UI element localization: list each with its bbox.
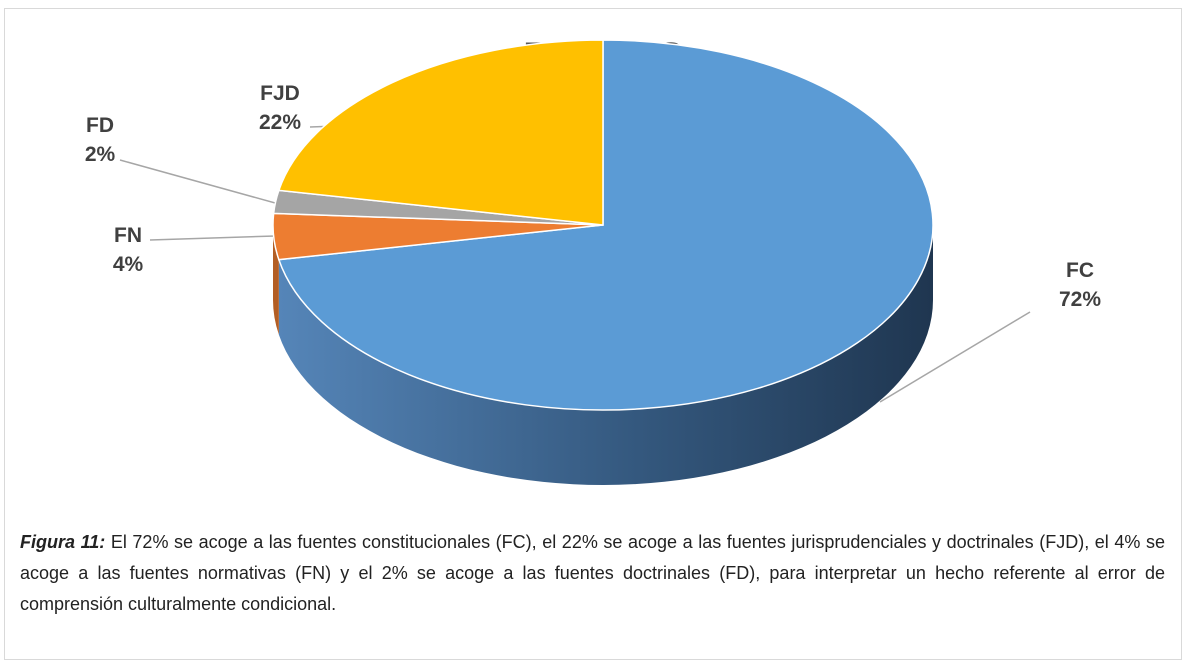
slice-label: FD	[86, 114, 114, 137]
caption: Figura 11: El 72% se acoge a las fuentes…	[20, 527, 1165, 620]
leader-line	[879, 311, 1031, 403]
slice-value: 72%	[1059, 288, 1101, 311]
slice	[277, 39, 934, 411]
slice-value: 4%	[113, 253, 144, 276]
slice-label: FN	[114, 224, 142, 247]
caption-text: El 72% se acoge a las fuentes constituci…	[20, 532, 1165, 614]
slice-side	[273, 225, 279, 335]
slice-value: 22%	[259, 111, 301, 134]
slice-label: FC	[1066, 259, 1094, 282]
slice-side	[278, 225, 933, 485]
leader-line	[149, 235, 276, 241]
frame	[4, 8, 1182, 660]
slice	[277, 39, 604, 226]
slice-label: FJD	[260, 82, 300, 105]
caption-label: Figura 11:	[20, 532, 106, 552]
leader-line	[119, 159, 287, 207]
slice-value: 2%	[85, 143, 116, 166]
